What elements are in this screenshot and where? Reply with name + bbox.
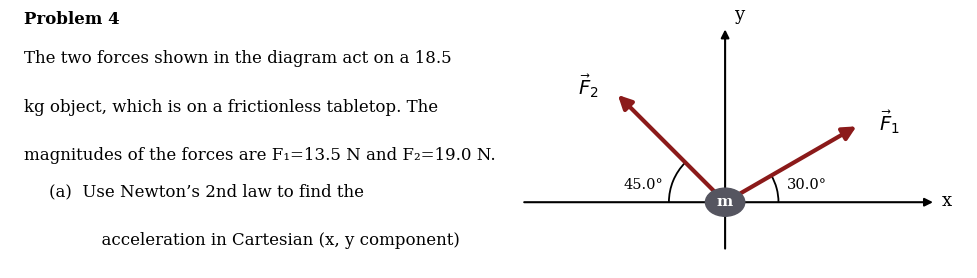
Text: magnitudes of the forces are F₁=13.5 N and F₂=19.0 N.: magnitudes of the forces are F₁=13.5 N a…	[24, 147, 495, 164]
Text: $\vec{F}_2$: $\vec{F}_2$	[577, 72, 598, 100]
Ellipse shape	[704, 188, 744, 216]
Text: (a)  Use Newton’s 2nd law to find the: (a) Use Newton’s 2nd law to find the	[49, 183, 363, 200]
Text: acceleration in Cartesian (x, y component): acceleration in Cartesian (x, y componen…	[49, 232, 459, 249]
Text: The two forces shown in the diagram act on a 18.5: The two forces shown in the diagram act …	[24, 50, 451, 67]
Text: $\vec{F}_1$: $\vec{F}_1$	[877, 108, 899, 136]
Text: Problem 4: Problem 4	[24, 11, 120, 28]
Text: m: m	[716, 195, 733, 209]
Text: kg object, which is on a frictionless tabletop. The: kg object, which is on a frictionless ta…	[24, 99, 438, 116]
Text: x: x	[941, 192, 951, 210]
Text: 45.0°: 45.0°	[623, 178, 662, 192]
Text: y: y	[733, 6, 743, 24]
Text: 30.0°: 30.0°	[786, 178, 827, 192]
